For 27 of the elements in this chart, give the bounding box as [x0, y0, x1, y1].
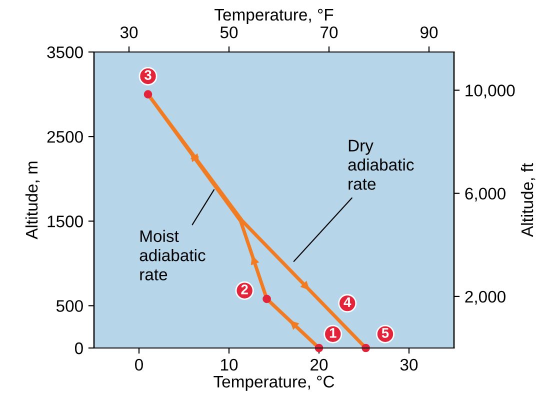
annotation: Moist adiabatic rate — [140, 230, 206, 280]
x2-tick-label: 30 — [120, 26, 138, 38]
y-tick-label: 3500 — [47, 46, 83, 58]
x2-axis-title: Temperature, °F — [214, 8, 334, 24]
annotation: 4 — [344, 297, 352, 307]
y-tick-label: 1500 — [48, 216, 83, 228]
x-tick-label: 30 — [400, 358, 418, 371]
annotation: 2 — [241, 284, 248, 294]
annotation: Dry adiabatic rate — [348, 140, 414, 190]
x2-tick-label: 90 — [420, 26, 438, 38]
y2-tick-label: 6,000 — [465, 188, 506, 202]
x-tick-label: 20 — [310, 358, 328, 371]
x-tick-label: 10 — [221, 358, 238, 371]
x2-tick-label: 50 — [220, 26, 238, 38]
y2-tick-label: 2,000 — [465, 290, 506, 305]
annotation: 3 — [144, 70, 152, 80]
annotation: 5 — [382, 328, 389, 338]
x2-tick-label: 70 — [320, 26, 338, 38]
x-axis-title: Temperature, °C — [214, 376, 334, 391]
y-tick-label: 500 — [56, 300, 83, 312]
y-tick-label: 2500 — [47, 130, 83, 143]
x-tick-label: 0 — [135, 358, 143, 371]
y-axis-title: Altitude, m — [25, 162, 40, 240]
annotation: 1 — [330, 328, 336, 338]
y2-axis-title: Altitude, ft — [520, 163, 536, 238]
y2-tick-label: 10,000 — [466, 84, 515, 98]
y-tick-label: 0 — [74, 342, 83, 354]
